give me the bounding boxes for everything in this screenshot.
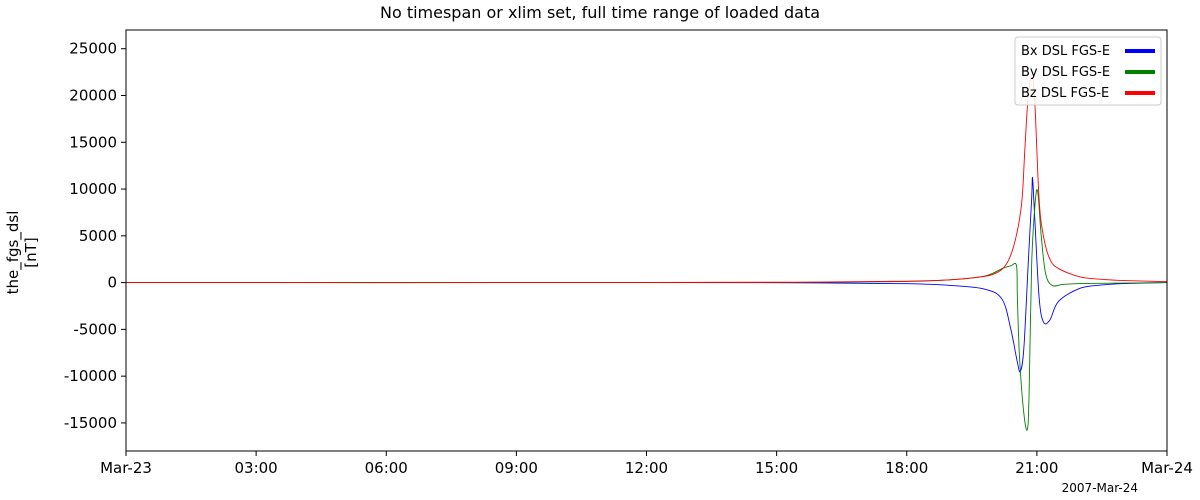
- y-tick-label: -10000: [64, 367, 117, 385]
- y-tick-label: -5000: [73, 320, 117, 338]
- y-tick-label: 20000: [69, 86, 117, 104]
- x-tick-label: 15:00: [755, 459, 798, 477]
- x-tick-label: 18:00: [885, 459, 928, 477]
- y-tick-label: 25000: [69, 40, 117, 58]
- y-tick-label: 15000: [69, 133, 117, 151]
- series-layer: [126, 76, 1167, 431]
- x-tick-label: 12:00: [625, 459, 668, 477]
- legend-box: [1014, 36, 1162, 106]
- x-tick-label: Mar-24: [1141, 459, 1193, 477]
- x-tick-label: Mar-23: [100, 459, 152, 477]
- x-tick-label: 06:00: [365, 459, 408, 477]
- x-tick-label: 03:00: [235, 459, 278, 477]
- x-tick-label: 21:00: [1015, 459, 1058, 477]
- legend-entry-label: Bz DSL FGS-E: [1021, 86, 1109, 101]
- x-tick-label: 09:00: [495, 459, 538, 477]
- x-axis: Mar-23 03:00 06:00 09:00 12:00 15:00 18:00 21:0…: [100, 451, 1193, 477]
- chart-title: No timespan or xlim set, full time range…: [380, 3, 820, 22]
- plot-frame: [125, 29, 1168, 452]
- y-axis-label-line1: the_fgs_dsl: [4, 211, 23, 295]
- series-line-bx: [126, 176, 1167, 373]
- y-axis: -15000 -10000 -5000 0 5000 10000 15000 20000 250…: [64, 40, 126, 432]
- series-line-bz: [126, 76, 1167, 284]
- legend-entry-label: Bx DSL FGS-E: [1021, 44, 1110, 59]
- legend: Bx DSL FGS-E By DSL FGS-E Bz DSL FGS-E: [1014, 36, 1162, 106]
- date-annotation: 2007-Mar-24: [1062, 481, 1138, 495]
- y-tick-label: 0: [107, 274, 117, 292]
- y-tick-label: 10000: [69, 180, 117, 198]
- legend-entry-label: By DSL FGS-E: [1021, 65, 1110, 80]
- y-tick-label: 5000: [79, 227, 117, 245]
- series-line-by: [126, 189, 1167, 431]
- y-axis-label-line2: [nT]: [22, 237, 40, 267]
- y-axis-label: the_fgs_dsl [nT]: [4, 211, 40, 295]
- y-tick-label: -15000: [64, 414, 117, 432]
